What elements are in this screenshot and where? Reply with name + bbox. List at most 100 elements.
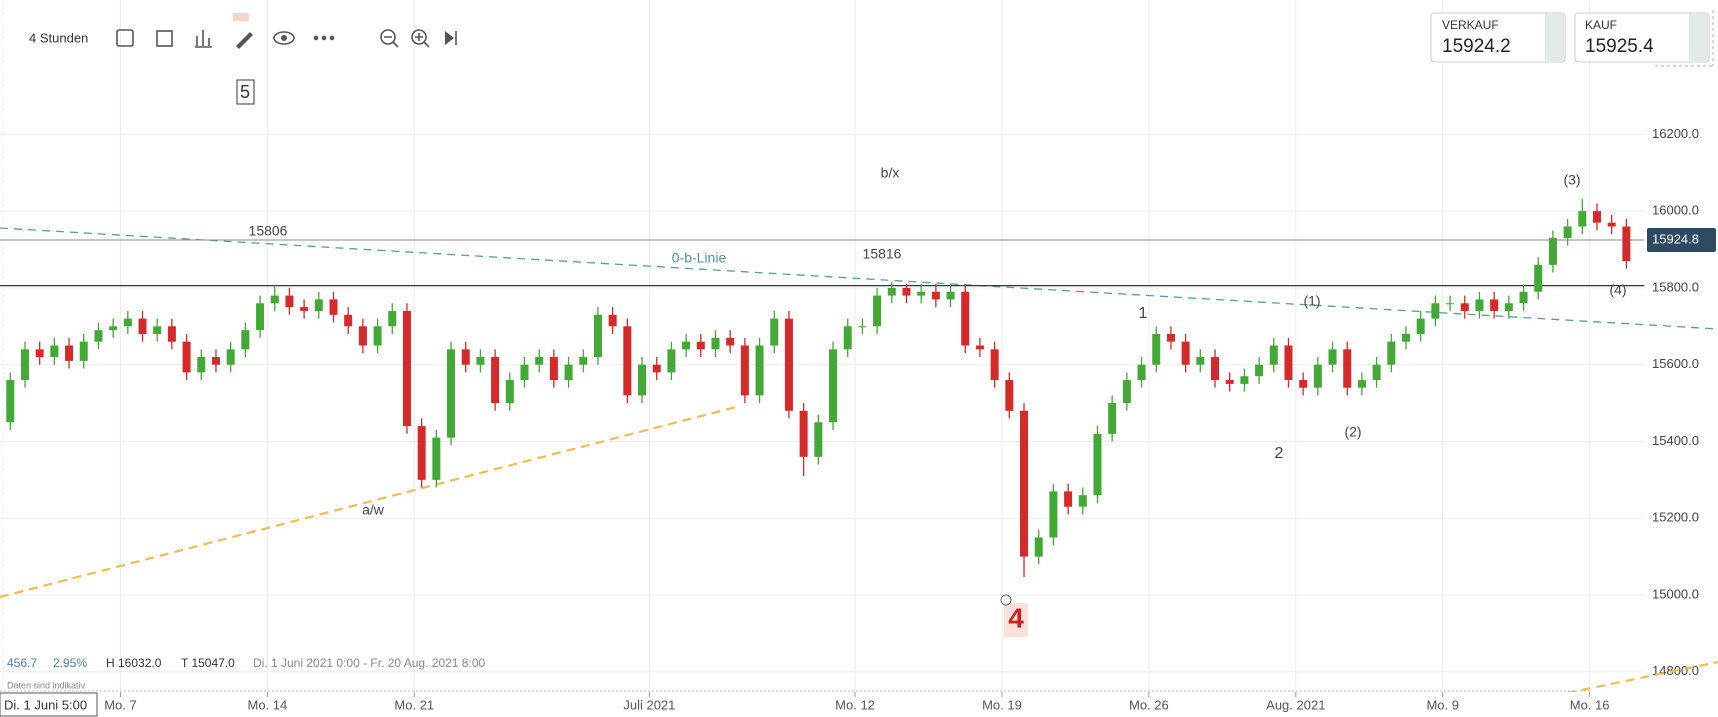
annotation: 15816	[863, 246, 902, 262]
icon-template[interactable]	[156, 30, 173, 47]
candle-body	[505, 380, 514, 404]
icon-chart-type[interactable]	[195, 30, 212, 48]
candle-body	[197, 357, 206, 373]
sell-box[interactable]	[1430, 12, 1566, 63]
x-tick-label: Mo. 9	[1426, 697, 1459, 712]
candle-body	[1284, 345, 1293, 381]
support-line	[0, 404, 741, 599]
y-tick-label: 15600.0	[1652, 356, 1699, 371]
candle-body	[829, 349, 838, 423]
candle-body	[1534, 264, 1543, 292]
candle-body	[491, 357, 500, 404]
y-tick-label: 15800.0	[1652, 279, 1699, 294]
candle-body	[300, 307, 309, 311]
period-low: T 15047.0	[181, 656, 235, 670]
candle-body	[358, 326, 367, 346]
candle-body	[902, 287, 911, 296]
candle-body	[623, 326, 632, 396]
x-tick-label: Mo. 7	[104, 697, 137, 712]
change-pct: 2.95%	[53, 656, 87, 670]
x-tick-label: Mo. 21	[394, 697, 434, 712]
candle-body	[799, 410, 808, 457]
candle-body	[652, 364, 661, 373]
icon-grid[interactable]	[116, 29, 134, 47]
icon-more	[329, 35, 335, 41]
candle-body	[1416, 318, 1425, 334]
candle-body	[1093, 433, 1102, 496]
x-axis-bg	[0, 692, 1718, 717]
resistance-label: 15806	[249, 223, 288, 239]
candle-body	[638, 364, 647, 396]
buy-box[interactable]	[1574, 12, 1710, 63]
interval-select[interactable]: 4 Stunden	[29, 30, 88, 45]
candle-body	[1490, 299, 1499, 311]
candle-body	[447, 349, 456, 438]
toolbar-icons	[116, 13, 457, 49]
grid: 14800.015000.015200.015400.015600.015800…	[0, 0, 1699, 691]
candle-body	[1240, 376, 1249, 384]
candle-body	[329, 299, 338, 315]
icon-zoom-out-glyph	[384, 36, 399, 48]
icon-zoom-in[interactable]	[411, 29, 427, 45]
y-tick-label: 15000.0	[1652, 586, 1699, 601]
candle-body	[1387, 341, 1396, 365]
candle-body	[843, 326, 852, 350]
annotation: b/x	[881, 165, 900, 181]
candle-body	[167, 326, 176, 342]
candle-body	[314, 299, 323, 311]
candles	[6, 198, 1631, 577]
candle-body	[417, 426, 426, 480]
candle-body	[1519, 291, 1528, 304]
icon-jump-end[interactable]	[445, 31, 454, 45]
x-tick-label: Juli 2021	[623, 697, 675, 712]
marker	[1000, 594, 1012, 606]
x-tick-label: Mo. 14	[248, 697, 288, 712]
candle-body	[1225, 380, 1234, 384]
candle-body	[1005, 380, 1014, 411]
candle-body	[1401, 333, 1410, 342]
candle-body	[344, 314, 353, 327]
y-tick-label: 16000.0	[1652, 203, 1699, 218]
candle-body	[226, 349, 235, 365]
candle-body	[182, 341, 191, 373]
candle-body	[1152, 333, 1161, 365]
candle-body	[726, 337, 735, 346]
annotation: a/w	[362, 502, 385, 518]
candle-body	[990, 349, 999, 381]
annotation: (1)	[1303, 293, 1320, 309]
candle-body	[608, 314, 617, 327]
annotation: 0-b-Linie	[672, 250, 727, 266]
icon-view-dot	[281, 35, 287, 41]
candle-body	[784, 318, 793, 411]
candle-body	[138, 318, 147, 334]
annotation: 2	[1275, 445, 1284, 462]
candle-body	[1049, 491, 1058, 538]
candle-body	[1196, 357, 1205, 365]
icon-view[interactable]	[273, 31, 295, 45]
candle-body	[1578, 211, 1587, 227]
x-tick-label: Mo. 19	[982, 697, 1022, 712]
candle-body	[1548, 238, 1557, 265]
icon-more[interactable]	[313, 35, 319, 41]
candle-body	[887, 287, 896, 296]
candle-body	[1064, 491, 1073, 507]
annotation: (3)	[1563, 172, 1580, 188]
candle-body	[94, 330, 103, 342]
x-tick-label: Mo. 12	[835, 697, 875, 712]
annotation: (2)	[1344, 424, 1361, 440]
x-axis: Di. 1 Juni 5:00 Mo. 7 Mo. 14 Mo. 21 Juli 202…	[0, 692, 1718, 717]
candle-body	[1269, 345, 1278, 365]
icon-zoom-out[interactable]	[380, 29, 396, 45]
wave-label: 4	[1008, 602, 1024, 633]
x-tick-label: Di. 1 Juni 5:00	[4, 697, 87, 712]
wave-label: 5	[240, 82, 250, 102]
candle-body	[20, 349, 29, 381]
candle-body	[476, 357, 485, 365]
icon-draw[interactable]	[236, 32, 253, 49]
annotation: 1	[1139, 305, 1148, 322]
y-tick-label: 15200.0	[1652, 510, 1699, 525]
levels: 15806 15924.8	[0, 223, 1716, 287]
candle-body	[109, 326, 118, 331]
candle-body	[153, 326, 162, 334]
